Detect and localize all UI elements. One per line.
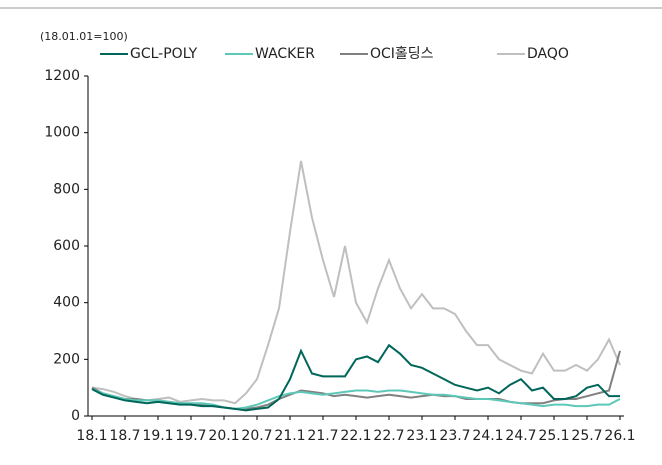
y-tick-label: 600 [53,238,80,254]
legend-label: GCL-POLY [130,46,198,62]
x-tick-label: 18.7 [109,428,140,444]
x-tick-label: 25.1 [538,428,569,444]
y-tick-label: 200 [53,351,80,367]
chart-subtitle: (18.01.01=100) [40,30,128,43]
y-tick-label: 1000 [44,125,80,141]
series-line [91,388,621,410]
x-tick-label: 22.1 [340,428,371,444]
y-tick-label: 1200 [44,68,80,84]
y-tick-label: 800 [53,181,80,197]
x-tick-label: 23.7 [439,428,470,444]
x-tick-label: 20.1 [208,428,239,444]
series-line [91,160,621,405]
x-tick-label: 21.7 [307,428,338,444]
x-tick-label: 19.1 [142,428,173,444]
x-tick-label: 23.1 [406,428,437,444]
x-tick-label: 20.7 [241,428,272,444]
x-tick-label: 21.1 [274,428,305,444]
x-tick-label: 25.7 [571,428,602,444]
x-tick-label: 26.1 [604,428,635,444]
x-tick-label: 22.7 [373,428,404,444]
legend-label: OCI홀딩스 [370,46,434,62]
x-tick-label: 24.1 [472,428,503,444]
legend-label: DAQO [527,46,569,62]
y-tick-label: 0 [71,408,80,424]
x-tick-label: 24.7 [505,428,536,444]
x-tick-label: 18.1 [76,428,107,444]
series-line [91,343,620,412]
y-tick-label: 400 [53,295,80,311]
x-tick-label: 19.7 [175,428,206,444]
legend-label: WACKER [255,46,315,62]
